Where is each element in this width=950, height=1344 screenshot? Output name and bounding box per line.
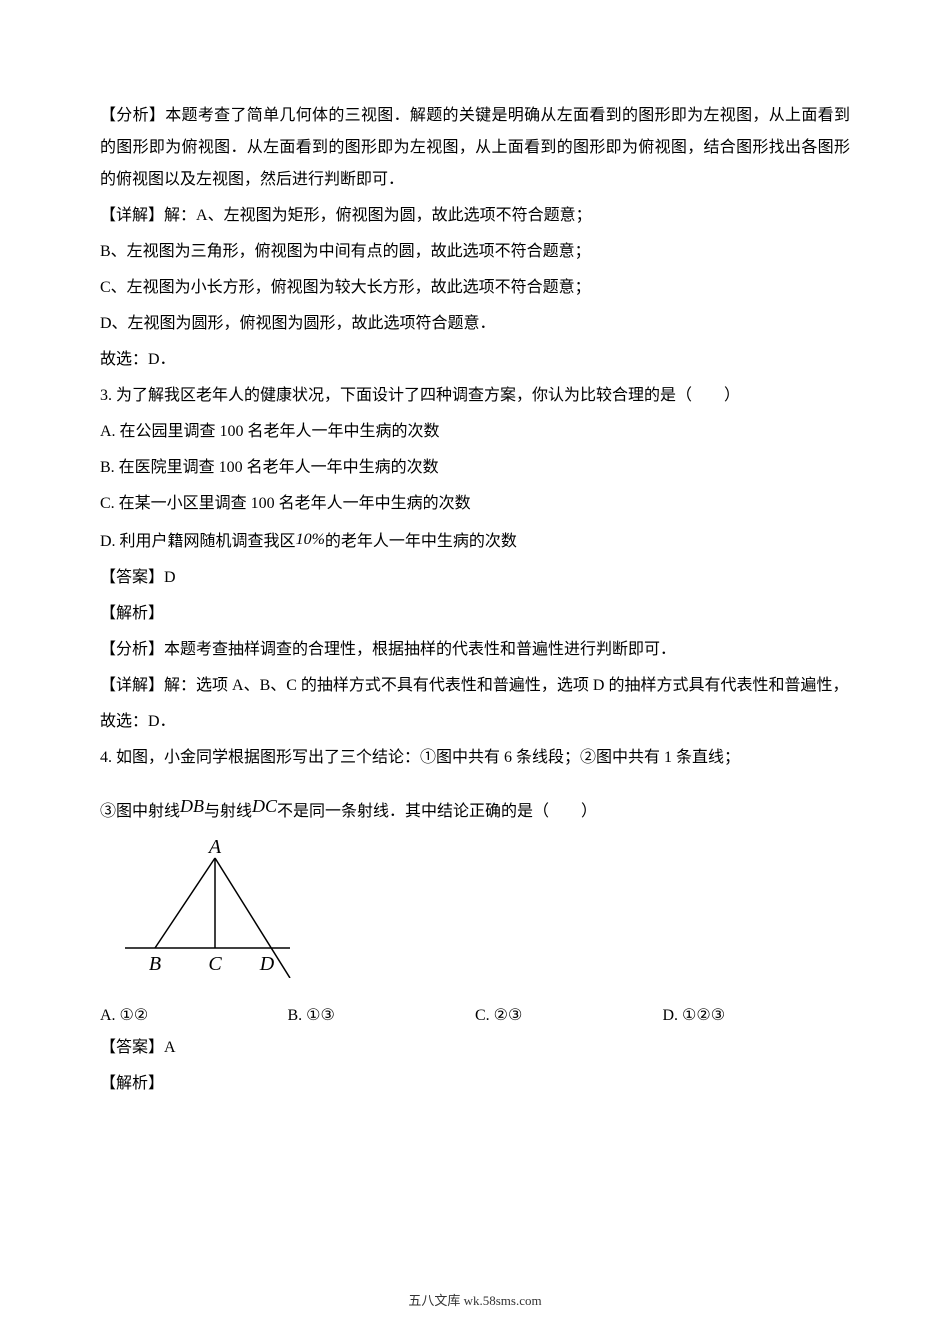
q2-detail-d: D、左视图为圆形，俯视图为圆形，故此选项符合题意． <box>100 308 850 340</box>
detail-label: 【详解】 <box>100 677 164 694</box>
page-footer: 五八文库 wk.58sms.com <box>0 1288 950 1314</box>
q4-jiexi: 【解析】 <box>100 1068 850 1100</box>
q4-number: 4. <box>100 749 112 766</box>
q3-jiexi: 【解析】 <box>100 598 850 630</box>
triangle-svg: A B C D <box>115 838 295 978</box>
q4-text2-mid: 与射线 <box>204 803 252 820</box>
q4-option-c: C. ②③ <box>475 1000 663 1032</box>
line-ad-extended <box>215 858 290 978</box>
q4-option-a: A. ①② <box>100 1000 288 1032</box>
analysis-text: 本题考查抽样调查的合理性，根据抽样的代表性和普遍性进行判断即可． <box>164 641 676 658</box>
q4-question-line2: ③图中射线DB与射线DC不是同一条射线．其中结论正确的是（ ） <box>100 788 850 828</box>
q3-question: 3. 为了解我区老年人的健康状况，下面设计了四种调查方案，你认为比较合理的是（ … <box>100 380 850 412</box>
q3-number: 3. <box>100 387 112 404</box>
q4-answer: 【答案】A <box>100 1032 850 1064</box>
q2-detail-a: 【详解】解：A、左视图为矩形，俯视图为圆，故此选项不符合题意； <box>100 200 850 232</box>
q3-answer: 【答案】D <box>100 562 850 594</box>
q3-option-c: C. 在某一小区里调查 100 名老年人一年中生病的次数 <box>100 488 850 520</box>
q3-option-d-suffix: 的老年人一年中生病的次数 <box>325 533 517 550</box>
q4-text2-prefix: ③图中射线 <box>100 803 180 820</box>
answer-label: 【答案】 <box>100 1039 164 1056</box>
q3-text: 为了解我区老年人的健康状况，下面设计了四种调查方案，你认为比较合理的是（ ） <box>116 387 740 404</box>
label-c: C <box>208 953 222 975</box>
q2-detail-c: C、左视图为小长方形，俯视图为较大长方形，故此选项不符合题意； <box>100 272 850 304</box>
q3-analysis: 【分析】本题考查抽样调查的合理性，根据抽样的代表性和普遍性进行判断即可． <box>100 634 850 666</box>
label-d: D <box>259 953 275 975</box>
q4-formula-dc: DC <box>252 796 277 816</box>
answer-label: 【答案】 <box>100 569 164 586</box>
q3-option-d-prefix: D. 利用户籍网随机调查我区 <box>100 533 296 550</box>
q2-analysis: 【分析】本题考查了简单几何体的三视图．解题的关键是明确从左面看到的图形即为左视图… <box>100 100 850 196</box>
q2-detail-b: B、左视图为三角形，俯视图为中间有点的圆，故此选项不符合题意； <box>100 236 850 268</box>
q3-option-b: B. 在医院里调查 100 名老年人一年中生病的次数 <box>100 452 850 484</box>
line-ab <box>155 858 215 948</box>
analysis-text: 本题考查了简单几何体的三视图．解题的关键是明确从左面看到的图形即为左视图，从上面… <box>100 107 850 188</box>
q4-text1: 如图，小金同学根据图形写出了三个结论：①图中共有 6 条线段；②图中共有 1 条… <box>116 749 740 766</box>
q3-detail: 【详解】解：选项 A、B、C 的抽样方式不具有代表性和普遍性，选项 D 的抽样方… <box>100 670 850 702</box>
q4-formula-db: DB <box>180 796 204 816</box>
q3-option-d: D. 利用户籍网随机调查我区10%的老年人一年中生病的次数 <box>100 524 850 558</box>
label-a: A <box>207 838 222 858</box>
label-b: B <box>149 953 161 975</box>
detail-text-a: 解：A、左视图为矩形，俯视图为圆，故此选项不符合题意； <box>164 207 592 224</box>
q4-options: A. ①② B. ①③ C. ②③ D. ①②③ <box>100 1000 850 1032</box>
q3-formula-percent: 10% <box>296 531 325 548</box>
q4-option-b: B. ①③ <box>288 1000 476 1032</box>
q3-conclusion: 故选：D． <box>100 706 850 738</box>
detail-label: 【详解】 <box>100 207 164 224</box>
analysis-label: 【分析】 <box>100 107 165 124</box>
q4-text2-suffix: 不是同一条射线．其中结论正确的是（ ） <box>277 803 597 820</box>
detail-text: 解：选项 A、B、C 的抽样方式不具有代表性和普遍性，选项 D 的抽样方式具有代… <box>164 677 848 694</box>
q3-option-a: A. 在公园里调查 100 名老年人一年中生病的次数 <box>100 416 850 448</box>
answer-value: A <box>164 1039 176 1056</box>
answer-value: D <box>164 569 176 586</box>
geometry-diagram: A B C D <box>115 838 850 990</box>
q4-option-d: D. ①②③ <box>663 1000 851 1032</box>
q2-conclusion: 故选：D． <box>100 344 850 376</box>
q4-question-line1: 4. 如图，小金同学根据图形写出了三个结论：①图中共有 6 条线段；②图中共有 … <box>100 742 850 774</box>
page-content: 【分析】本题考查了简单几何体的三视图．解题的关键是明确从左面看到的图形即为左视图… <box>100 100 850 1100</box>
analysis-label: 【分析】 <box>100 641 164 658</box>
